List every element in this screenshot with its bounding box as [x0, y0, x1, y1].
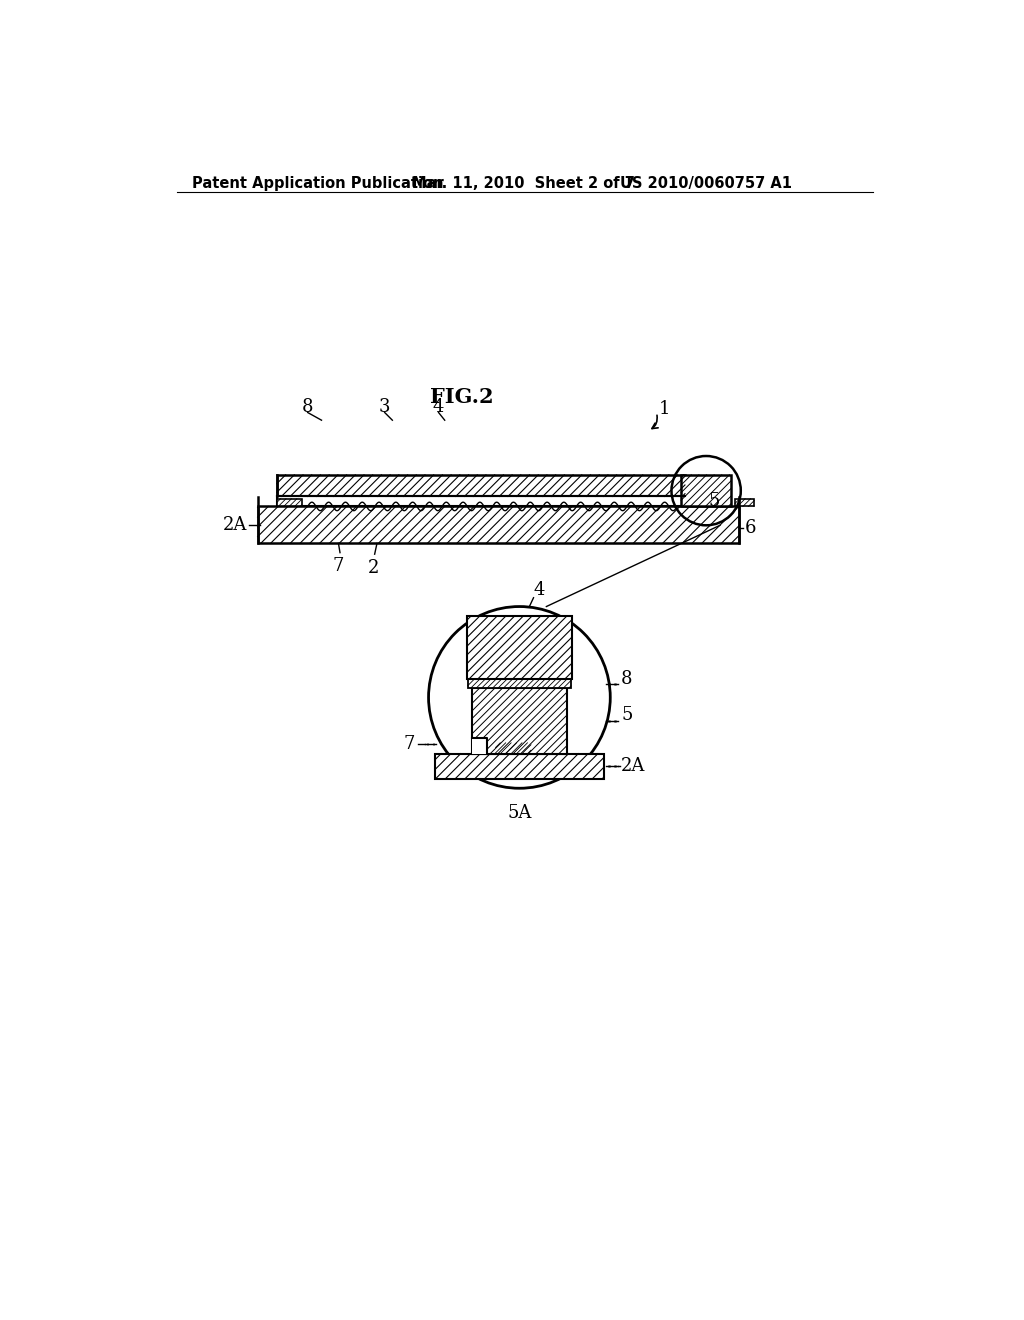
Text: 4: 4	[534, 581, 545, 598]
Text: 7: 7	[333, 557, 344, 576]
Bar	[276, 499, 301, 507]
Text: 8: 8	[302, 399, 313, 416]
Circle shape	[429, 607, 609, 788]
Bar	[468, 678, 571, 688]
Bar	[472, 738, 487, 754]
Bar	[467, 615, 571, 678]
Bar	[258, 507, 739, 544]
Text: 5: 5	[708, 492, 720, 510]
Text: 5A: 5A	[507, 804, 531, 821]
Bar	[735, 499, 755, 507]
Text: 5: 5	[621, 706, 633, 723]
Bar	[276, 496, 685, 507]
Text: 1: 1	[658, 400, 671, 417]
Text: FIG.2: FIG.2	[430, 387, 494, 407]
Text: Mar. 11, 2010  Sheet 2 of 7: Mar. 11, 2010 Sheet 2 of 7	[412, 176, 635, 190]
Text: 8: 8	[621, 671, 633, 688]
Text: Patent Application Publication: Patent Application Publication	[193, 176, 443, 190]
Text: 2A: 2A	[621, 758, 645, 775]
Bar	[435, 754, 604, 779]
Text: 6: 6	[745, 519, 757, 537]
Text: 2: 2	[368, 558, 379, 577]
Text: 2A: 2A	[223, 516, 248, 533]
Text: US 2010/0060757 A1: US 2010/0060757 A1	[620, 176, 792, 190]
Bar	[276, 475, 685, 496]
Bar	[681, 475, 731, 507]
Text: 3: 3	[379, 399, 390, 416]
Bar	[472, 688, 567, 754]
Text: 7: 7	[403, 735, 415, 754]
Text: 4: 4	[433, 399, 444, 416]
Bar	[496, 743, 531, 754]
